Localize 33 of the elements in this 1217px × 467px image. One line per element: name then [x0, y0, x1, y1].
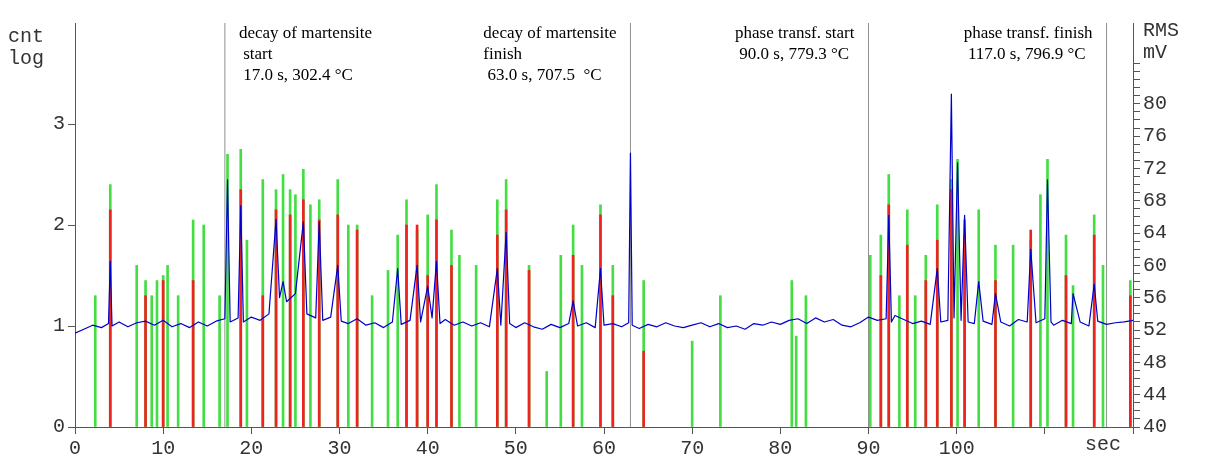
y2-tick-label: 40	[1143, 415, 1168, 439]
y-tick-label: 0	[52, 415, 65, 439]
y2-tick-label: 48	[1143, 350, 1168, 374]
y-tick-label: 3	[52, 112, 65, 136]
y-axis-title: cnt log	[8, 25, 45, 71]
y2-tick-label: 68	[1143, 189, 1168, 213]
x-tick-label: 40	[415, 437, 440, 461]
ref-line-label: decay of martensite finish 63.0 s, 707.5 °C	[483, 22, 617, 84]
y2-tick-label: 72	[1143, 156, 1168, 180]
y2-tick-label: 60	[1143, 253, 1168, 277]
x-tick-label: 80	[768, 437, 793, 461]
x-tick-label: 50	[503, 437, 528, 461]
x-tick-label: 70	[680, 437, 705, 461]
y2-tick-label: 80	[1143, 92, 1168, 116]
y2-tick-label: 52	[1143, 318, 1168, 342]
ref-line-label: phase transf. finish 117.0 s, 796.9 °C	[963, 22, 1094, 63]
y2-tick-label: 64	[1143, 221, 1168, 245]
x-axis-title: sec	[1084, 433, 1122, 457]
x-tick-label: 60	[591, 437, 617, 461]
y-tick-label: 2	[52, 213, 65, 237]
x-tick-label: 0	[68, 437, 82, 461]
x-tick-label: 10	[151, 437, 176, 461]
y2-axis-title: RMS mV	[1143, 19, 1180, 65]
ref-line-label: phase transf. start 90.0 s, 779.3 °C	[735, 22, 855, 63]
y2-tick-label: 44	[1143, 382, 1168, 406]
ref-line-label: decay of martensite start 17.0 s, 302.4 °C	[238, 22, 372, 84]
x-tick-label: 90	[856, 437, 881, 461]
y2-tick-label: 56	[1143, 286, 1168, 310]
y-tick-label: 1	[52, 314, 65, 338]
x-tick-label: 20	[239, 437, 264, 461]
x-tick-label: 30	[327, 437, 352, 461]
x-tick-label: 100	[938, 437, 975, 461]
y2-tick-label: 76	[1143, 124, 1168, 148]
